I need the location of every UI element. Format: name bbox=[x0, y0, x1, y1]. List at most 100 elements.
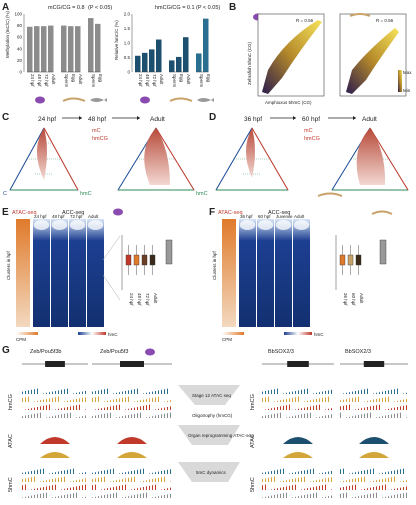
track-bar bbox=[307, 488, 308, 490]
track-bar bbox=[49, 404, 50, 410]
acc-f-column-label: 60 hpf bbox=[258, 214, 271, 219]
track-bar bbox=[283, 493, 284, 498]
track-bar bbox=[358, 477, 359, 482]
track-bar bbox=[37, 469, 38, 474]
track-bar bbox=[34, 413, 35, 418]
track-bar bbox=[116, 392, 117, 394]
a-left-bar-label: Sperm bbox=[64, 74, 69, 88]
track-bar bbox=[155, 496, 156, 498]
track-bar bbox=[46, 399, 47, 402]
a-left-bar bbox=[61, 25, 67, 73]
track-bar bbox=[370, 493, 371, 498]
track-bar bbox=[403, 480, 404, 482]
track-bar bbox=[158, 396, 159, 402]
track-bar bbox=[352, 472, 353, 474]
track-bar bbox=[28, 496, 29, 498]
amphioxus-icon-f bbox=[371, 210, 393, 215]
track-bar bbox=[110, 400, 111, 402]
panel-d-letter: D bbox=[209, 112, 216, 123]
track-bar bbox=[301, 408, 302, 410]
track-bar bbox=[283, 487, 284, 490]
gene-exon bbox=[363, 361, 385, 367]
track-bar bbox=[370, 406, 371, 410]
acc-e-column bbox=[33, 219, 50, 327]
track-bar bbox=[352, 391, 353, 394]
track-area bbox=[340, 437, 408, 444]
track-bar bbox=[406, 492, 407, 498]
track-bar bbox=[343, 393, 344, 394]
panel-a-right-title: hmCG/CG = 0.1 bbox=[155, 5, 195, 11]
track-bar bbox=[34, 476, 35, 482]
panel-f-ylabel: Clusters in hpf bbox=[212, 250, 217, 280]
track-bar bbox=[382, 391, 383, 394]
track-bar bbox=[274, 401, 275, 402]
track-bar bbox=[40, 469, 41, 474]
track-bar bbox=[61, 408, 62, 410]
track-bar bbox=[376, 486, 377, 490]
track-bar bbox=[304, 470, 305, 474]
gene-2: Zeb/Pou5f3 bbox=[100, 349, 128, 355]
track-bar bbox=[46, 480, 47, 482]
panel-b-letter: B bbox=[229, 2, 236, 13]
track-bar bbox=[385, 472, 386, 474]
track-bar bbox=[134, 407, 135, 410]
track-bar bbox=[25, 409, 26, 410]
track-bar bbox=[28, 477, 29, 482]
track-bar bbox=[119, 404, 120, 410]
track-bar bbox=[58, 396, 59, 402]
track-bar bbox=[268, 471, 269, 474]
track-bar bbox=[352, 485, 353, 490]
track-bar bbox=[152, 397, 153, 402]
track-bar bbox=[298, 415, 299, 418]
track-bar bbox=[64, 470, 65, 474]
track-bar bbox=[367, 494, 368, 498]
track-bar bbox=[370, 481, 371, 482]
a-right-bar bbox=[135, 55, 141, 72]
panel-f-letter: F bbox=[209, 207, 215, 218]
track-bar bbox=[355, 472, 356, 474]
track-bar bbox=[167, 494, 168, 498]
track-bar bbox=[361, 408, 362, 410]
track-bar bbox=[67, 469, 68, 474]
track-bar bbox=[376, 480, 377, 482]
track-bar bbox=[262, 416, 263, 418]
larva-icon-g bbox=[145, 348, 155, 356]
track-bar bbox=[43, 399, 44, 402]
hmc-scale-f bbox=[284, 332, 312, 335]
track-bar bbox=[307, 400, 308, 402]
track-left-1: hmCG bbox=[8, 394, 14, 410]
ternary-d-left bbox=[215, 127, 289, 191]
track-bar bbox=[286, 492, 287, 498]
track-bar bbox=[110, 481, 111, 482]
a-left-bar-label: Sperm bbox=[91, 74, 96, 88]
track-bar bbox=[113, 493, 114, 498]
track-bar bbox=[397, 413, 398, 418]
track-bar bbox=[95, 484, 96, 490]
track-bar bbox=[146, 480, 147, 482]
hmc-label-f: hmC bbox=[314, 332, 324, 337]
track-bar bbox=[283, 405, 284, 410]
a-left-bar-label: Adult bbox=[78, 74, 83, 85]
track-bar bbox=[164, 488, 165, 490]
track-bar bbox=[143, 405, 144, 410]
track-bar bbox=[31, 489, 32, 490]
track-bar bbox=[325, 391, 326, 394]
a-right-bar-label: 72 hpf bbox=[152, 74, 157, 87]
track-bar bbox=[64, 413, 65, 418]
track-bar bbox=[283, 399, 284, 402]
track-bar bbox=[370, 412, 371, 418]
track-bar bbox=[122, 479, 123, 482]
track-bar bbox=[31, 389, 32, 394]
a-left-bar-label: Adult bbox=[51, 74, 56, 85]
track-bar bbox=[61, 495, 62, 498]
track-bar bbox=[34, 401, 35, 402]
track-bar bbox=[137, 413, 138, 418]
track-bar bbox=[370, 487, 371, 490]
track-bar bbox=[67, 407, 68, 410]
track-bar bbox=[325, 397, 326, 402]
track-bar bbox=[391, 389, 392, 394]
a-left-bar bbox=[41, 26, 47, 72]
track-bar bbox=[37, 413, 38, 418]
acc-e-column bbox=[51, 219, 68, 327]
